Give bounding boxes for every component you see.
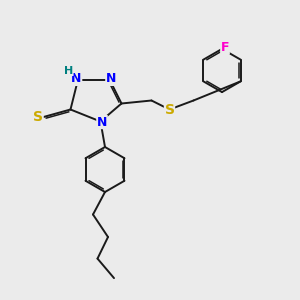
Text: H: H: [64, 65, 73, 76]
Text: F: F: [221, 41, 229, 54]
Text: S: S: [164, 103, 175, 116]
Text: N: N: [97, 116, 107, 129]
Text: S: S: [33, 110, 43, 124]
Text: N: N: [71, 72, 82, 86]
Text: N: N: [106, 72, 116, 86]
